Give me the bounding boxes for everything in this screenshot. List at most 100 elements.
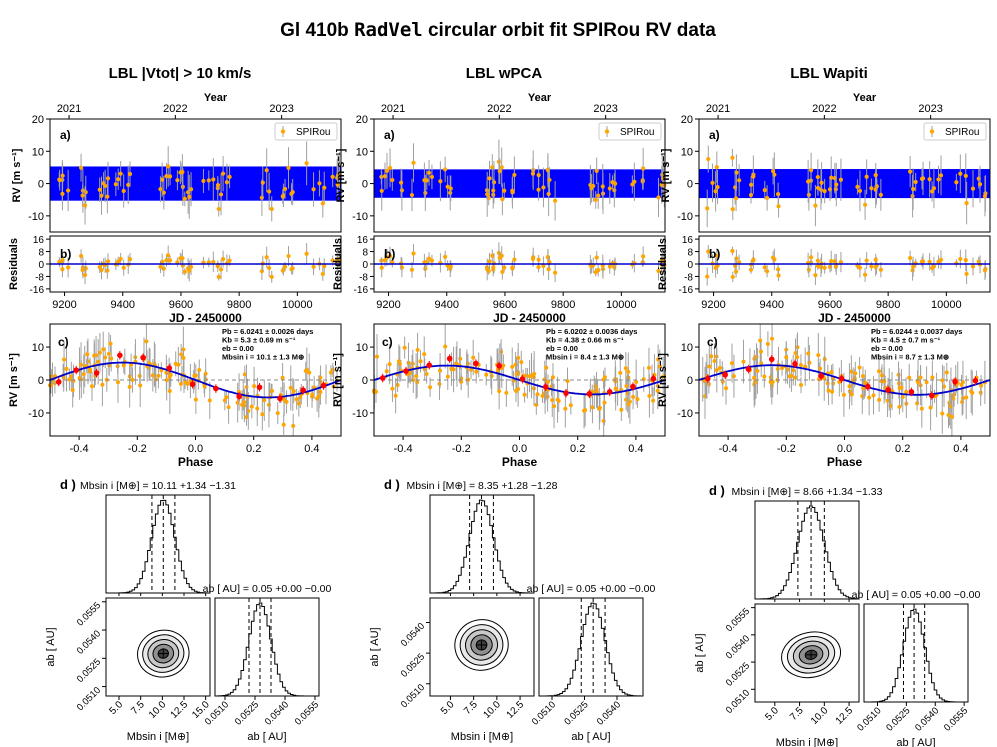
phase-point bbox=[924, 380, 929, 385]
phase-point bbox=[288, 385, 293, 390]
phase-point bbox=[631, 394, 636, 399]
binned-point bbox=[704, 375, 711, 382]
residual-point bbox=[182, 269, 187, 274]
rv-point bbox=[938, 173, 944, 178]
phase-point bbox=[81, 372, 86, 377]
binned-point bbox=[722, 371, 728, 378]
residual-point bbox=[320, 271, 325, 277]
x-tick-label: 0.0525 bbox=[562, 699, 590, 727]
y-tick-label: 0.0510 bbox=[724, 688, 752, 716]
rv-point bbox=[661, 176, 666, 181]
binned-point bbox=[446, 355, 453, 362]
phase-point bbox=[970, 390, 975, 395]
binned-point bbox=[586, 391, 593, 397]
y-tick-label: 0.0525 bbox=[399, 651, 427, 679]
keplerian-model-curve bbox=[49, 361, 342, 399]
binned-point bbox=[606, 389, 613, 395]
panel-d-label: d ) bbox=[384, 477, 400, 492]
y-tick-label: 10 bbox=[681, 146, 693, 158]
binned-point bbox=[55, 379, 62, 385]
y-tick-label: 0.0540 bbox=[399, 621, 427, 649]
residual-point bbox=[218, 267, 224, 272]
phase-point bbox=[770, 379, 775, 384]
phase-point bbox=[296, 401, 301, 406]
panel-a-label: a) bbox=[384, 128, 395, 142]
rv-point bbox=[211, 177, 216, 182]
rv-point bbox=[290, 189, 295, 195]
rv-point bbox=[751, 174, 756, 179]
phase-point bbox=[841, 392, 846, 397]
fit-parameter: Kb = 4.38 ± 0.66 m s⁻¹ bbox=[546, 336, 624, 345]
phase-point bbox=[626, 369, 631, 374]
phase-point bbox=[602, 400, 607, 405]
rv-point bbox=[855, 184, 860, 189]
year-tick-label: 2022 bbox=[812, 103, 836, 115]
binned-point bbox=[542, 384, 549, 390]
phase-point bbox=[249, 404, 254, 409]
a-hist-frame bbox=[863, 603, 969, 703]
phase-point bbox=[504, 390, 509, 395]
rv-point bbox=[929, 189, 935, 194]
y-tick-label: 0.0540 bbox=[724, 633, 752, 661]
rv-point bbox=[491, 180, 497, 185]
rv-point bbox=[536, 187, 541, 192]
residual-point bbox=[99, 268, 104, 273]
rv-point bbox=[264, 168, 269, 173]
residual-point bbox=[211, 259, 216, 265]
rv-point bbox=[160, 177, 165, 182]
x-tick-label: 0.0525 bbox=[233, 699, 261, 727]
phase-point bbox=[318, 389, 323, 394]
phase-point bbox=[818, 366, 823, 371]
a-title: ab [ AU] = 0.05 +0.00 −0.00 bbox=[203, 583, 332, 595]
phase-point bbox=[414, 374, 419, 379]
rv-point bbox=[411, 160, 416, 165]
residual-point bbox=[158, 264, 163, 269]
residual-point bbox=[423, 266, 428, 271]
residual-point bbox=[857, 265, 863, 270]
residual-point bbox=[770, 255, 776, 260]
panel-b-xlabel: JD - 2450000 bbox=[493, 311, 566, 325]
chart-column-3: LBL Wapiti -10 0 10 20 2021 2022 2023 Year a) RV [… bbox=[657, 65, 991, 747]
residual-point bbox=[730, 274, 735, 280]
rv-point bbox=[809, 168, 814, 173]
rv-point bbox=[838, 177, 844, 182]
a-axis-label-vertical: ab [ AU] bbox=[45, 627, 57, 666]
residual-point bbox=[161, 266, 166, 271]
rv-point bbox=[958, 171, 963, 176]
residual-point bbox=[764, 269, 770, 274]
y-tick-label: 10 bbox=[356, 342, 368, 354]
phase-point bbox=[303, 368, 308, 373]
y-tick-label: 0 bbox=[38, 260, 44, 271]
mass-axis-label: Mbsin i [M⊕] bbox=[776, 737, 838, 747]
phase-point bbox=[193, 397, 198, 402]
rv-point bbox=[715, 184, 720, 190]
phase-point bbox=[830, 389, 835, 394]
phase-point bbox=[752, 380, 757, 385]
residual-point bbox=[216, 274, 221, 279]
rv-point bbox=[541, 185, 546, 190]
residual-point bbox=[958, 256, 963, 262]
x-tick-label: -0.2 bbox=[128, 443, 147, 455]
phase-point bbox=[70, 387, 75, 392]
rv-point bbox=[762, 188, 767, 193]
y-tick-label: -16 bbox=[679, 285, 694, 296]
year-axis-label: Year bbox=[853, 92, 877, 104]
figure-title: Gl 410b RadVel circular orbit fit SPIRou… bbox=[280, 19, 716, 41]
phase-point bbox=[657, 364, 662, 369]
rv-point bbox=[188, 187, 194, 192]
phase-point bbox=[731, 374, 736, 379]
binned-point bbox=[426, 362, 433, 368]
rv-point bbox=[486, 195, 491, 200]
phase-point bbox=[418, 359, 423, 364]
phase-point bbox=[555, 397, 560, 402]
residual-point bbox=[730, 248, 735, 254]
residual-point bbox=[536, 257, 541, 262]
rv-point bbox=[546, 191, 551, 197]
rv-point bbox=[224, 180, 230, 185]
residual-point bbox=[838, 259, 844, 265]
phase-point bbox=[514, 371, 519, 376]
rv-point bbox=[443, 167, 448, 172]
binned-point bbox=[519, 376, 526, 382]
rv-point bbox=[422, 178, 427, 183]
phase-point bbox=[798, 363, 803, 368]
